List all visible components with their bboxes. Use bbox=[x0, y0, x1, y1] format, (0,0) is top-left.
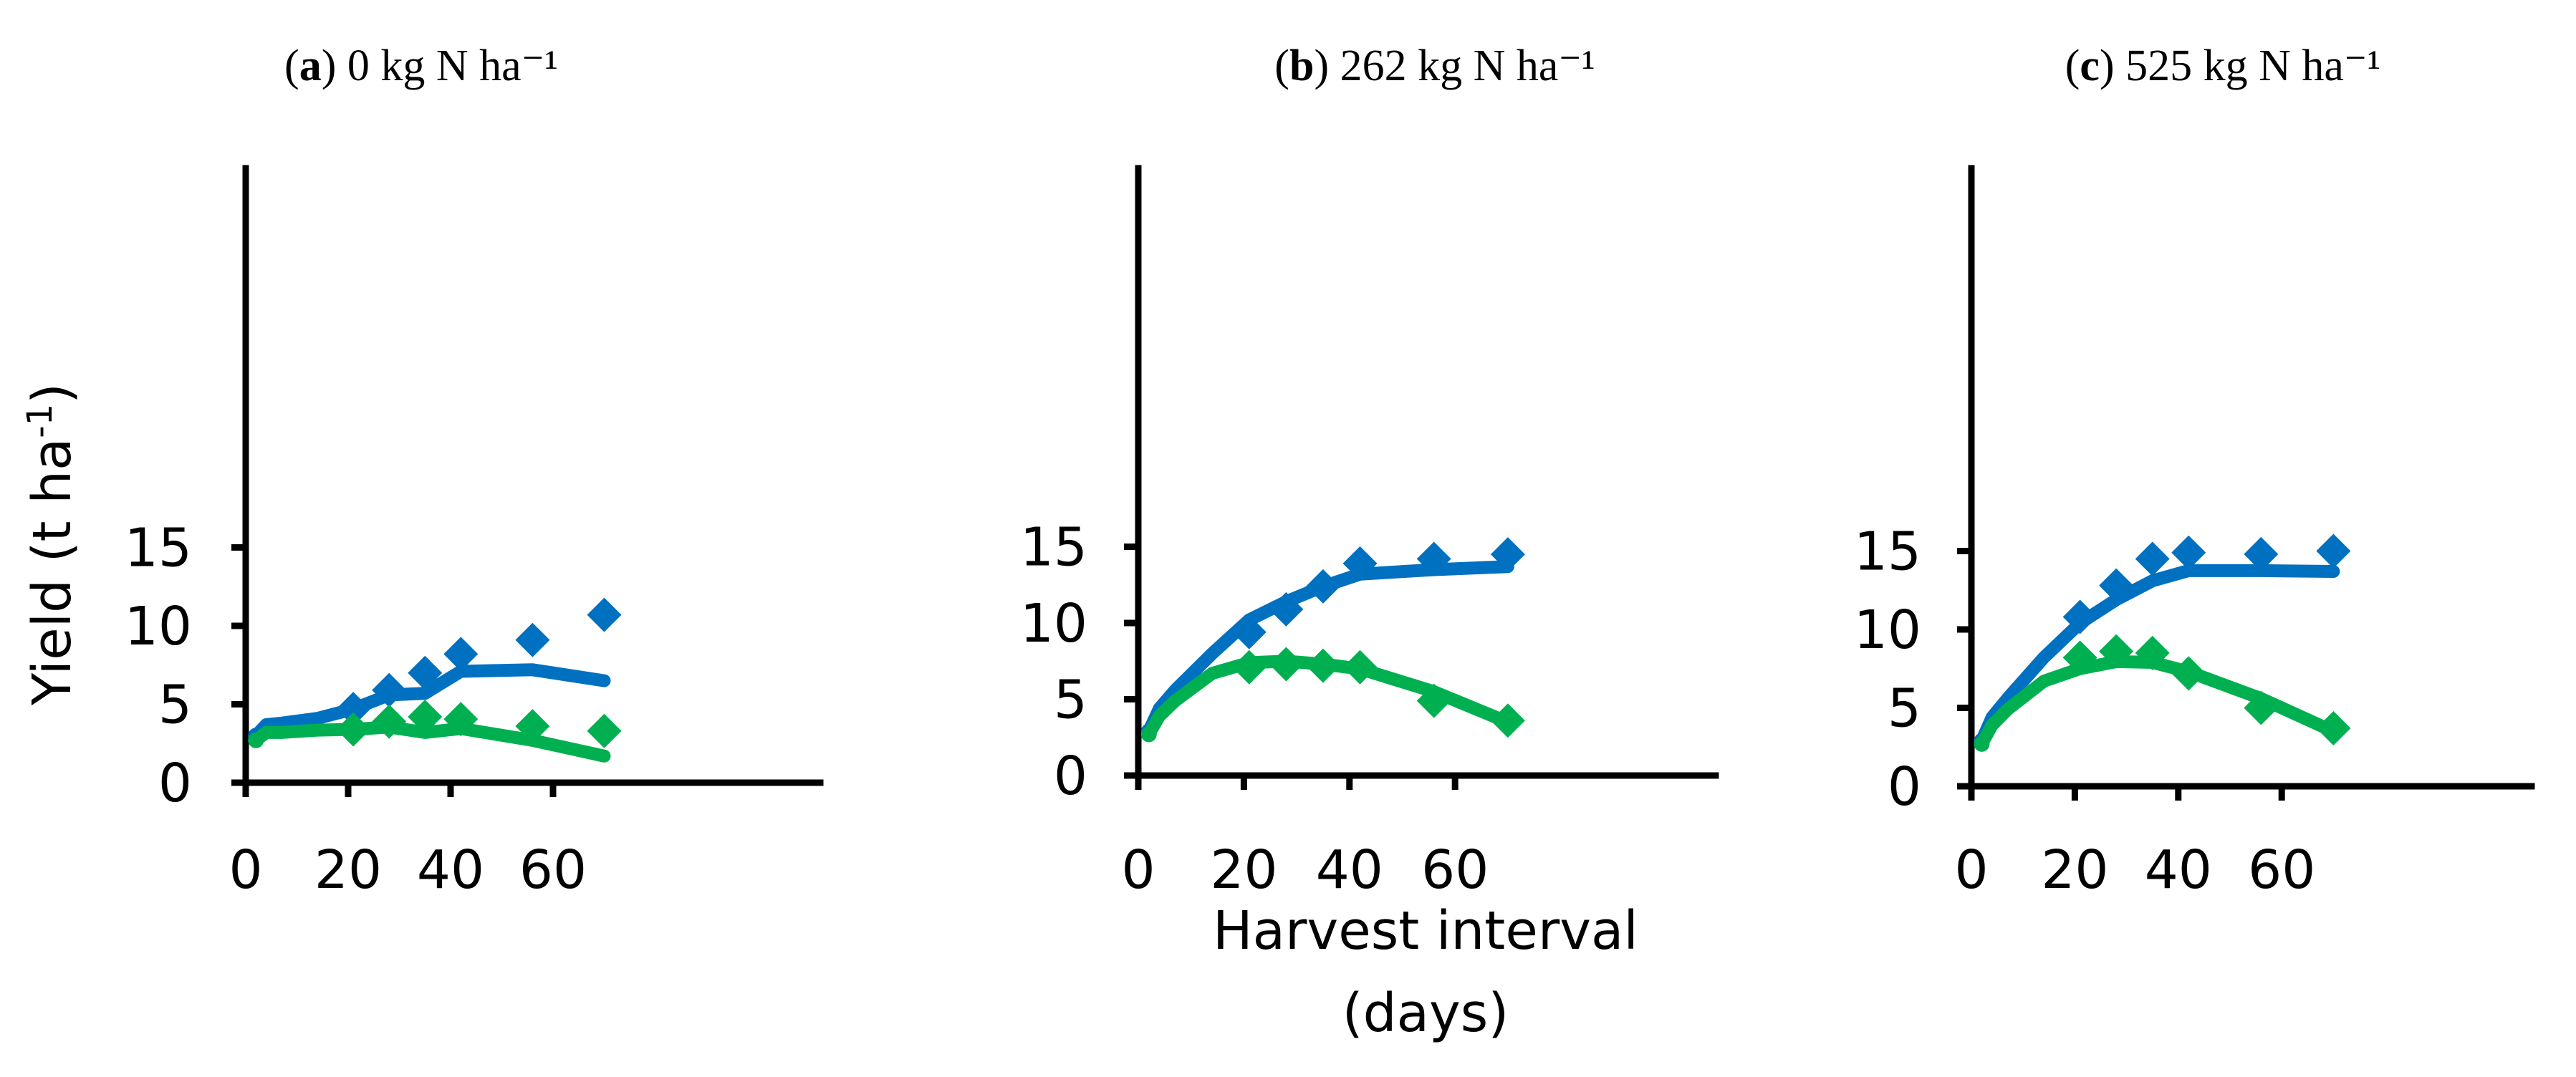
panel-c-total-observed-point bbox=[2062, 599, 2097, 634]
panel-a-total-observed-point bbox=[587, 597, 622, 632]
panel-c-title-text: 525 kg N ha⁻¹ bbox=[2125, 42, 2380, 90]
panel-b-total-observed-point bbox=[1231, 614, 1267, 649]
panel-b-leaf-observed-point bbox=[1490, 703, 1525, 738]
panel-b-total-observed-point bbox=[1305, 569, 1340, 604]
panel-c-leaf-observed-point bbox=[2171, 656, 2206, 691]
panel-a-total-observed-point bbox=[408, 655, 443, 690]
panel-c-leaf-observed-point bbox=[2135, 635, 2170, 670]
panel-b-leaf-observed-point bbox=[1305, 648, 1340, 683]
panel-a-total-observed-point bbox=[372, 672, 407, 707]
panel-b-x-tick-label: 20 bbox=[1210, 839, 1277, 901]
panel-c-x-tick-label: 0 bbox=[1954, 839, 1988, 901]
panel-b-x-axis-title-line2: (days) bbox=[1342, 982, 1509, 1044]
panel-a-leaf-observed-point bbox=[587, 713, 622, 748]
panel-c-total-modelled-line bbox=[1975, 564, 2340, 748]
panel-a-leaf-modelled-start-point bbox=[248, 732, 264, 748]
panel-b-leaf-observed-point bbox=[1269, 647, 1304, 682]
panel-b: (b) 262 kg N ha⁻¹ Harvest interval (days… bbox=[1020, 42, 1719, 1044]
panel-c-title: (c) 525 kg N ha⁻¹ bbox=[2065, 42, 2380, 90]
panel-b-total-observed-point bbox=[1490, 537, 1525, 572]
panel-a-leaf-observed-point bbox=[515, 709, 550, 744]
panel-c-x-tick-label: 40 bbox=[2145, 839, 2212, 901]
panel-a-total-observed-point bbox=[443, 637, 479, 672]
panel-b-label: b bbox=[1289, 42, 1314, 90]
panel-b-total-modelled-line bbox=[1142, 560, 1514, 738]
panel-b-leaf-modelled-line bbox=[1142, 655, 1514, 741]
panel-a-y-axis-title: Yield (t ha-1) bbox=[20, 383, 83, 706]
panel-a-leaf-observed-point bbox=[372, 704, 407, 739]
panel-c-x-tick-label: 60 bbox=[2248, 839, 2315, 901]
panel-b-title: (b) 262 kg N ha⁻¹ bbox=[1274, 42, 1595, 90]
panel-a-x-tick-label: 0 bbox=[229, 839, 262, 901]
panel-c-y-tick-label: 10 bbox=[1854, 599, 1921, 661]
panel-c-y-tick-label: 0 bbox=[1888, 756, 1921, 818]
panel-a-title: (a) 0 kg N ha⁻¹ bbox=[284, 42, 558, 90]
panel-c-total-observed-point bbox=[2316, 533, 2351, 569]
panel-c-leaf-observed-point bbox=[2316, 710, 2351, 745]
panel-c-label: c bbox=[2080, 42, 2100, 90]
panel-a-leaf-modelled-line bbox=[249, 720, 611, 763]
panel-b-total-observed-point bbox=[1269, 591, 1304, 627]
panel-a-total-observed-point bbox=[515, 622, 550, 657]
panel-a-y-tick-label: 15 bbox=[125, 518, 192, 579]
panel-c-leaf-observed-point bbox=[2244, 690, 2279, 725]
panel-c-y-tick-label: 15 bbox=[1854, 521, 1921, 583]
panel-c-total-observed-point bbox=[2135, 541, 2170, 576]
panel-c-leaf-observed-point bbox=[2062, 640, 2097, 675]
panel-b-y-tick-label: 5 bbox=[1054, 670, 1087, 731]
panel-a-x-tick-label: 40 bbox=[417, 839, 484, 901]
panel-b-leaf-observed-point bbox=[1231, 649, 1267, 685]
panel-a-total-modelled-line bbox=[249, 663, 611, 743]
panel-c-x-tick-label: 20 bbox=[2041, 839, 2108, 901]
panel-c: (c) 525 kg N ha⁻¹ 0 5 10 15 0 20 40 60 bbox=[1854, 42, 2535, 901]
panel-a-y-tick-label: 5 bbox=[158, 675, 192, 736]
panel-c-leaf-modelled-line bbox=[1975, 655, 2340, 750]
panel-a-title-text: 0 kg N ha⁻¹ bbox=[347, 42, 558, 90]
panel-a-y-tick-label: 0 bbox=[158, 753, 192, 814]
panel-a-label: a bbox=[299, 42, 322, 90]
panel-a-leaf-observed-point bbox=[408, 700, 443, 735]
panel-b-x-axis-title-line1: Harvest interval bbox=[1213, 900, 1638, 962]
panel-a-x-tick-label: 20 bbox=[314, 839, 382, 901]
panel-a-leaf-observed-point bbox=[336, 712, 371, 747]
panel-b-leaf-modelled-start-point bbox=[1140, 726, 1157, 743]
panel-b-y-tick-label: 15 bbox=[1020, 517, 1087, 579]
panel-a-leaf-observed-point bbox=[443, 702, 479, 737]
panel-b-leaf-observed-point bbox=[1342, 649, 1378, 685]
panel-b-total-observed-point bbox=[1416, 541, 1451, 576]
panel-a-y-tick-label: 10 bbox=[125, 596, 192, 657]
panel-c-leaf-observed-point bbox=[2099, 634, 2134, 669]
panel-c-total-observed-point bbox=[2171, 535, 2206, 570]
panel-a-x-tick-label: 60 bbox=[519, 839, 587, 901]
panel-b-leaf-observed-point bbox=[1416, 683, 1451, 718]
panel-b-x-tick-label: 40 bbox=[1316, 839, 1383, 901]
panel-a: (a) 0 kg N ha⁻¹ Yield (t ha-1) 0 5 10 15 0 20… bbox=[20, 42, 824, 901]
panel-b-y-tick-label: 10 bbox=[1020, 593, 1087, 655]
panel-b-x-tick-label: 0 bbox=[1121, 839, 1155, 901]
panel-a-total-observed-point bbox=[336, 692, 371, 727]
panel-c-leaf-modelled-start-point bbox=[1974, 735, 1990, 752]
panel-b-x-tick-label: 60 bbox=[1421, 839, 1489, 901]
panel-c-total-observed-point bbox=[2244, 536, 2279, 571]
panel-c-y-tick-label: 5 bbox=[1888, 678, 1921, 740]
panel-c-total-observed-point bbox=[2099, 568, 2134, 603]
panel-b-title-text: 262 kg N ha⁻¹ bbox=[1340, 42, 1595, 90]
panel-b-y-tick-label: 0 bbox=[1054, 745, 1087, 807]
panel-b-total-observed-point bbox=[1342, 546, 1378, 581]
